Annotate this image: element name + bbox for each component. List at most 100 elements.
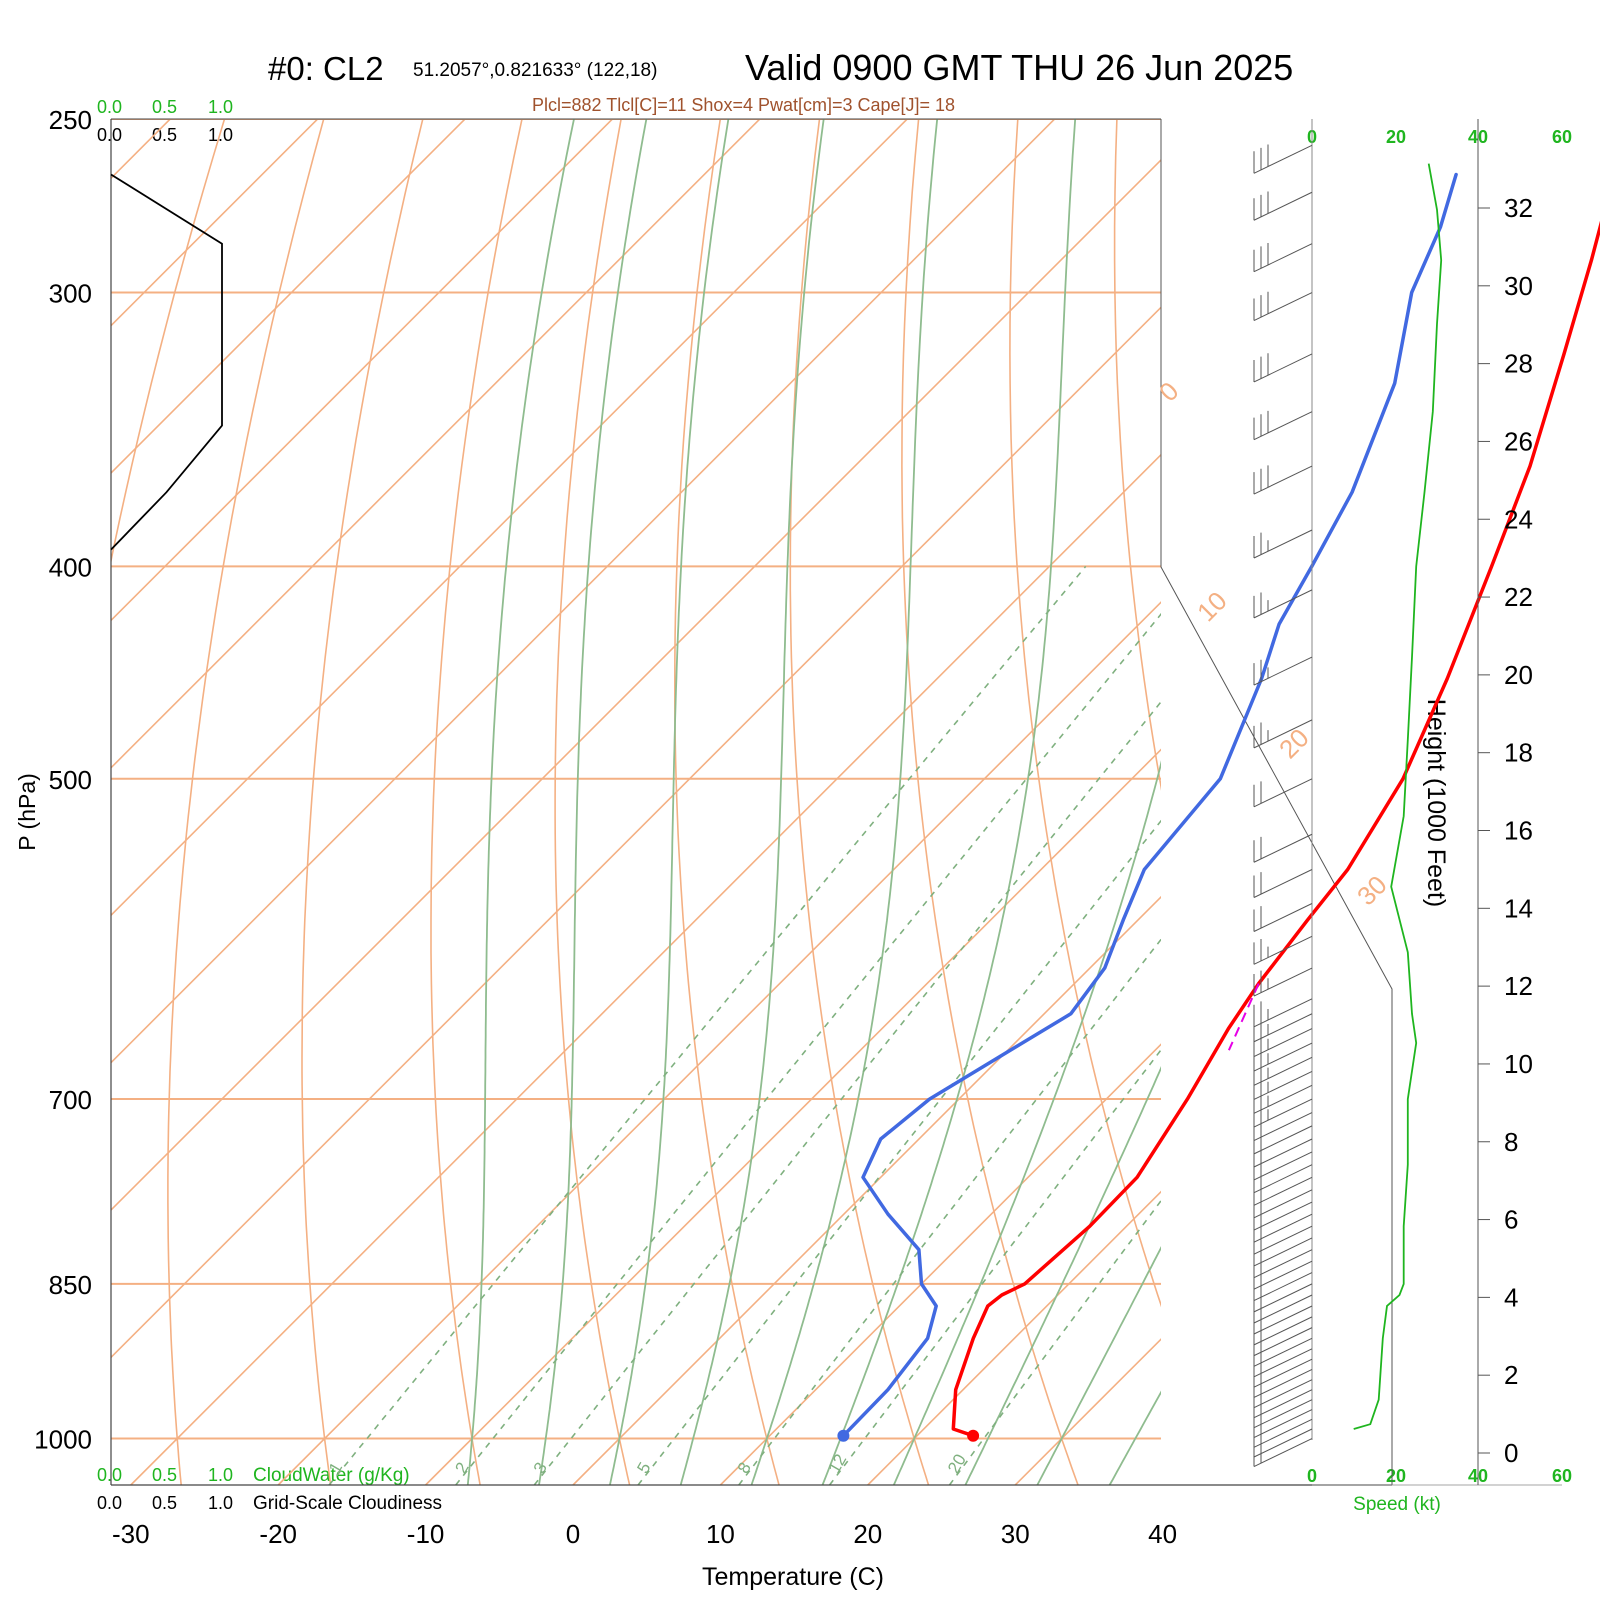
- indices-line: Plcl=882 Tlcl[C]=11 Shox=4 Pwat[cm]=3 Ca…: [532, 95, 955, 115]
- cloudiness-label: Grid-Scale Cloudiness: [253, 1493, 442, 1514]
- wind-barb-staff: [1253, 1013, 1313, 1043]
- pressure-tick-label: 1000: [34, 1425, 92, 1455]
- speed-scale-bottom: 0 20 40 60 Speed (kt): [1307, 1466, 1572, 1515]
- wind-barb-staff: [1253, 833, 1313, 863]
- moist-adiabat: [538, 119, 648, 1486]
- height-tick-label: 10: [1504, 1049, 1533, 1079]
- speed-axis-label: Speed (kt): [1353, 1494, 1441, 1515]
- height-tick-label: 22: [1504, 582, 1533, 612]
- speed-scale-top: 0 20 40 60: [1307, 127, 1572, 147]
- moist-adiabat: [1036, 1245, 1161, 1486]
- wind-panel: [1253, 119, 1562, 1486]
- wind-barb: [1253, 1305, 1313, 1335]
- height-tick-label: 26: [1504, 426, 1533, 456]
- dry-adiabat: [1216, 119, 1526, 1485]
- wind-barb-staff: [1253, 1369, 1313, 1398]
- wind-barb-staff: [1253, 1399, 1313, 1429]
- wind-barb: [1253, 353, 1313, 383]
- moist-adiabat: [964, 1066, 1161, 1486]
- mixing-ratio-line: [455, 612, 1161, 1486]
- wind-barb-staff: [1253, 967, 1313, 997]
- run-label: #0: CL2: [268, 50, 384, 87]
- wind-barb-staff: [1253, 1071, 1313, 1100]
- height-tick-label: 20: [1504, 660, 1533, 690]
- wind-barb: [1253, 1348, 1313, 1378]
- isotherm-line: [111, 119, 613, 622]
- wind-barb: [1253, 1337, 1313, 1367]
- wind-barb-staff: [1253, 869, 1313, 898]
- speed-tick-top: 20: [1386, 127, 1406, 147]
- cloudiness-line: [110, 173, 223, 551]
- wind-barb: [1253, 529, 1313, 559]
- wind-barb: [1253, 465, 1313, 495]
- temperature-tick-label: 10: [706, 1519, 735, 1549]
- moist-adiabat: [609, 119, 730, 1486]
- wind-barb-staff: [1253, 998, 1313, 1028]
- height-tick-label: 6: [1504, 1205, 1518, 1235]
- wind-barb: [1253, 1225, 1313, 1255]
- isotherm-line: [111, 306, 1161, 1359]
- speed-tick-bottom: 60: [1552, 1466, 1572, 1486]
- dewpoint-line: [841, 172, 1458, 1438]
- wind-barb-staff: [1253, 1316, 1313, 1346]
- wind-barb: [1253, 1176, 1313, 1206]
- wind-barb-staff: [1253, 1151, 1313, 1181]
- pressure-tick-label: 400: [49, 552, 92, 582]
- isotherm-line: [277, 601, 1161, 1486]
- temperature-tick-label: 40: [1148, 1519, 1177, 1549]
- wind-barb-staff: [1253, 465, 1313, 495]
- top-cloudwater-scale: 0.0 0.5 1.0: [97, 97, 233, 117]
- x-axis-label: Temperature (C): [702, 1563, 884, 1591]
- wind-barb-staff: [1253, 1213, 1313, 1243]
- temperature-tick-label: -10: [407, 1519, 445, 1549]
- wind-barb: [1253, 1013, 1313, 1043]
- pressure-tick-label: 300: [49, 279, 92, 309]
- height-tick-label: 16: [1504, 816, 1533, 846]
- wind-barb: [1253, 1327, 1313, 1357]
- wind-barb: [1253, 1189, 1313, 1219]
- wind-barb-staff: [1253, 719, 1313, 749]
- isotherm-label: 10: [1191, 586, 1233, 628]
- wind-barb: [1253, 1138, 1313, 1168]
- isotherm-line: [425, 748, 1161, 1486]
- wind-barb-staff: [1253, 1260, 1313, 1290]
- wind-barb: [1253, 1028, 1313, 1057]
- moist-adiabat: [821, 119, 1077, 1486]
- wind-barb-staff: [1253, 1379, 1313, 1409]
- wind-barb-staff: [1253, 1237, 1313, 1267]
- dry-adiabat: [901, 119, 1079, 1486]
- mixing-ratio-label: 20: [944, 1451, 970, 1477]
- wind-barb-staff: [1253, 1283, 1313, 1313]
- temperature-tick-label: -20: [259, 1519, 297, 1549]
- wind-barb: [1253, 1260, 1313, 1290]
- dry-adiabat: [111, 119, 226, 565]
- dry-adiabat: [554, 119, 631, 1486]
- wind-speed-line: [1353, 163, 1443, 1430]
- dry-adiabat: [1009, 119, 1161, 1308]
- isotherm-line: [111, 119, 761, 769]
- wind-barb-staff: [1253, 1028, 1313, 1057]
- wind-barb: [1253, 291, 1313, 321]
- top-cloud-tick: 0.5: [152, 125, 177, 145]
- isotherm-line: [111, 158, 1161, 1212]
- wind-barb-staff: [1253, 1189, 1313, 1219]
- wind-barb-staff: [1253, 1042, 1313, 1072]
- height-tick-label: 8: [1504, 1127, 1518, 1157]
- temperature-tick-label: 0: [566, 1519, 580, 1549]
- isotherm-line: [719, 1043, 1161, 1486]
- wind-barb-staff: [1253, 1327, 1313, 1357]
- height-axis-label: Height (1000 Feet): [1422, 699, 1450, 907]
- wind-barb-staff: [1253, 1125, 1313, 1155]
- height-tick-label: 32: [1504, 193, 1533, 223]
- wind-barb-staff: [1253, 1201, 1313, 1231]
- isotherm-line: [1457, 119, 1600, 1485]
- wind-barb-staff: [1253, 1409, 1313, 1439]
- wind-barb-staff: [1253, 1249, 1313, 1279]
- wind-barb: [1253, 1237, 1313, 1267]
- top-cloud-tick: 0.0: [97, 125, 122, 145]
- height-tick-label: 30: [1504, 271, 1533, 301]
- wind-barb: [1253, 656, 1313, 686]
- bottom-cloudwater-tick: 0.5: [152, 1465, 177, 1485]
- dry-adiabat: [1113, 119, 1161, 791]
